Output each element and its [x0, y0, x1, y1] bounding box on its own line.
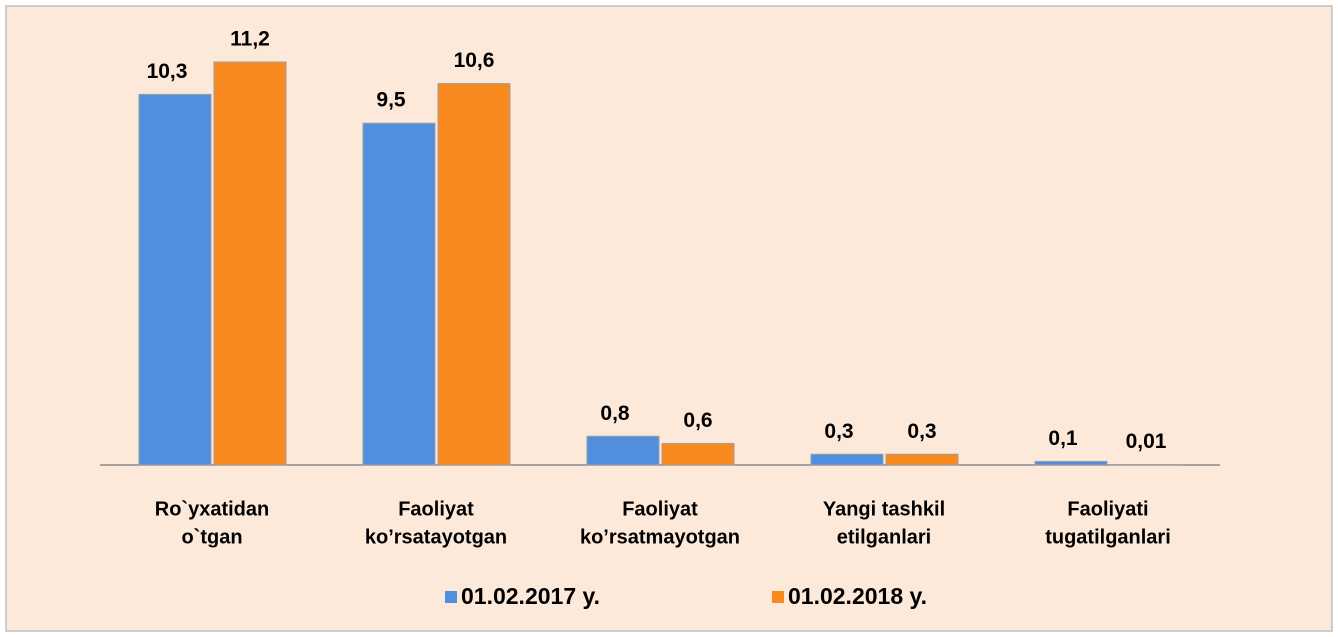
value-label: 9,5 — [376, 89, 406, 112]
legend-label: 01.02.2017 y. — [461, 583, 600, 609]
value-label: 0,3 — [907, 420, 936, 443]
value-label: 10,3 — [147, 60, 188, 83]
bar — [1034, 460, 1108, 466]
bar — [661, 442, 735, 466]
bar — [885, 453, 959, 466]
legend-swatch — [772, 591, 784, 603]
bar — [213, 61, 287, 466]
value-label: 11,2 — [230, 28, 270, 51]
bar — [437, 83, 511, 466]
bar — [810, 453, 884, 466]
x-tick-label: tugatilganlari — [1045, 526, 1171, 548]
x-tick-label: Ro`yxatidan — [155, 498, 269, 520]
value-label: 0,01 — [1126, 430, 1167, 453]
x-tick-label: Faoliyati — [1067, 498, 1148, 520]
x-tick-label: Faoliyat — [622, 498, 698, 520]
value-label: 0,1 — [1048, 427, 1078, 450]
value-label: 10,6 — [454, 49, 495, 72]
value-label: 0,6 — [683, 409, 712, 432]
bar — [586, 435, 660, 466]
x-tick-label: etilganlari — [837, 526, 931, 548]
x-tick-label: ko’rsatayotgan — [365, 526, 507, 548]
bar — [138, 93, 212, 466]
x-tick-label: Yangi tashkil — [823, 498, 945, 520]
legend-label: 01.02.2018 y. — [788, 583, 927, 609]
x-tick-label: o`tgan — [181, 526, 242, 548]
bar — [362, 122, 436, 466]
x-tick-label: Faoliyat — [398, 498, 474, 520]
value-label: 0,8 — [600, 402, 630, 425]
value-label: 0,3 — [824, 420, 853, 443]
legend-swatch — [445, 591, 457, 603]
x-tick-label: ko’rsatmayotgan — [580, 526, 740, 548]
